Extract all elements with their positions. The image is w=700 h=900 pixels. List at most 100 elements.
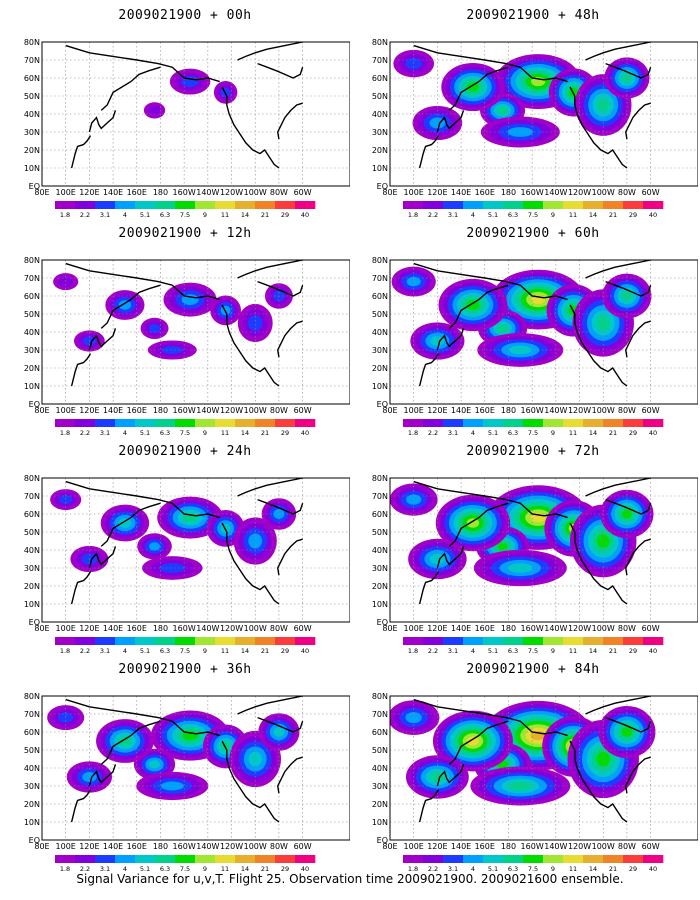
colorbar-swatch xyxy=(255,201,276,209)
colorbar-swatch xyxy=(643,855,664,863)
lat-tick-label: 50N xyxy=(24,92,40,101)
colorbar-swatch xyxy=(543,855,564,863)
colorbar-tick-label: 11 xyxy=(569,429,577,437)
colorbar-swatch xyxy=(583,201,604,209)
map-panel-24h: 2009021900 + 24h 80N 70N 60N 50N 40N 30N 20N 10… xyxy=(20,444,350,655)
colorbar-swatch xyxy=(95,419,116,427)
lat-tick-label: 30N xyxy=(24,128,40,137)
lat-tick-label: EQ xyxy=(377,182,388,191)
lat-tick-label: EQ xyxy=(29,836,40,845)
panel-title: 2009021900 + 36h xyxy=(118,662,252,677)
lon-tick-label: 120E xyxy=(427,624,447,633)
contour-fill xyxy=(466,518,480,528)
colorbar-swatch xyxy=(403,419,424,427)
colorbar-tick-label: 9 xyxy=(203,647,207,655)
lon-tick-label: 160W xyxy=(173,188,196,197)
colorbar-swatch xyxy=(643,201,664,209)
lon-tick-label: 100W xyxy=(592,406,615,415)
lon-tick-label: 100W xyxy=(244,406,267,415)
coastline xyxy=(625,320,651,358)
lon-tick-label: 120W xyxy=(220,624,243,633)
coastline xyxy=(436,328,465,351)
colorbar-tick-label: 14 xyxy=(241,865,249,873)
coastline xyxy=(100,502,161,547)
lon-tick-label: 160W xyxy=(521,188,544,197)
lat-tick-label: 30N xyxy=(372,128,388,137)
lat-tick-label: 10N xyxy=(372,818,388,827)
colorbar-tick-label: 5.1 xyxy=(140,429,150,437)
coastline xyxy=(605,498,652,515)
lat-tick-label: 40N xyxy=(372,328,388,337)
coastline xyxy=(448,720,509,765)
coastline xyxy=(88,764,117,787)
colorbar-tick-label: 6.3 xyxy=(160,211,170,219)
lon-tick-label: 120E xyxy=(427,406,447,415)
lat-tick-label: 10N xyxy=(372,382,388,391)
lat-tick-label: 10N xyxy=(24,382,40,391)
colorbar-swatch xyxy=(155,419,176,427)
map-frame xyxy=(389,259,698,405)
colorbar-tick-label: 21 xyxy=(261,429,269,437)
colorbar-swatch xyxy=(75,419,96,427)
coastline xyxy=(100,284,161,329)
contour-fill xyxy=(405,712,422,724)
colorbar-swatch xyxy=(543,419,564,427)
lon-tick-label: 60W xyxy=(642,624,660,633)
colorbar-tick-label: 40 xyxy=(649,211,657,219)
colorbar-tick-label: 29 xyxy=(629,211,637,219)
lat-tick-label: 50N xyxy=(24,310,40,319)
colorbar-swatch xyxy=(483,419,504,427)
colorbar-tick-label: 29 xyxy=(281,647,289,655)
map-frame xyxy=(41,477,350,623)
lon-tick-label: 140E xyxy=(103,842,123,851)
lon-tick-label: 140W xyxy=(544,188,567,197)
colorbar-swatch xyxy=(403,855,424,863)
colorbar-swatch xyxy=(255,637,276,645)
contour-fill xyxy=(149,760,160,769)
lon-tick-label: 180 xyxy=(153,406,168,415)
colorbar-tick-label: 2.2 xyxy=(428,429,438,437)
contour-fill xyxy=(148,324,161,333)
figure-caption: Signal Variance for u,v,T. Flight 25. Ob… xyxy=(76,872,624,886)
colorbar-tick-label: 4 xyxy=(123,211,127,219)
colorbar-tick-label: 7.5 xyxy=(180,429,190,437)
colorbar-tick-label: 21 xyxy=(609,865,617,873)
colorbar-tick-label: 5.1 xyxy=(488,865,498,873)
colorbar-swatch xyxy=(463,201,484,209)
map-panel-48h: 2009021900 + 48h 80N 70N 60N 50N 40N 30N 20N 10… xyxy=(368,8,698,219)
coastline xyxy=(413,480,568,519)
lon-tick-label: 80W xyxy=(618,188,636,197)
lat-tick-label: 70N xyxy=(372,710,388,719)
colorbar-swatch xyxy=(643,637,664,645)
colorbar-swatch xyxy=(195,201,216,209)
colorbar-tick-label: 11 xyxy=(221,429,229,437)
lon-tick-label: 160E xyxy=(475,188,495,197)
contour-fill xyxy=(507,127,533,137)
coastline xyxy=(277,756,303,794)
lat-tick-label: 60N xyxy=(372,510,388,519)
colorbar-swatch xyxy=(583,637,604,645)
contour-fill xyxy=(148,105,161,116)
lat-tick-label: 60N xyxy=(372,728,388,737)
lon-tick-label: 160E xyxy=(475,624,495,633)
contour-fill xyxy=(160,781,184,791)
coastline xyxy=(448,66,509,111)
colorbar-tick-label: 5.1 xyxy=(488,211,498,219)
colorbar-swatch xyxy=(583,419,604,427)
colorbar-tick-label: 14 xyxy=(589,211,597,219)
colorbar-tick-label: 29 xyxy=(629,429,637,437)
colorbar-tick-label: 7.5 xyxy=(528,429,538,437)
colorbar-swatch xyxy=(295,637,316,645)
colorbar-swatch xyxy=(135,855,156,863)
contour-fill xyxy=(162,346,183,354)
coastline xyxy=(585,259,651,279)
colorbar-swatch xyxy=(523,201,544,209)
lon-tick-label: 100E xyxy=(404,188,424,197)
lon-tick-label: 180 xyxy=(501,624,516,633)
colorbar-swatch xyxy=(443,637,464,645)
lon-tick-label: 60W xyxy=(642,842,660,851)
colorbar-swatch xyxy=(643,419,664,427)
colorbar-tick-label: 2.2 xyxy=(80,429,90,437)
